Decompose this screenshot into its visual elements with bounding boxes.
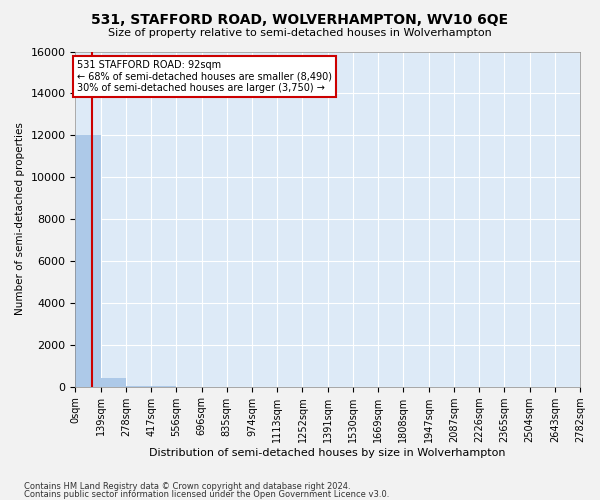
- Text: Contains public sector information licensed under the Open Government Licence v3: Contains public sector information licen…: [24, 490, 389, 499]
- Bar: [101, 378, 126, 386]
- Text: Contains HM Land Registry data © Crown copyright and database right 2024.: Contains HM Land Registry data © Crown c…: [24, 482, 350, 491]
- Text: 531 STAFFORD ROAD: 92sqm
← 68% of semi-detached houses are smaller (8,490)
30% o: 531 STAFFORD ROAD: 92sqm ← 68% of semi-d…: [77, 60, 332, 93]
- Text: Size of property relative to semi-detached houses in Wolverhampton: Size of property relative to semi-detach…: [108, 28, 492, 38]
- Text: 531, STAFFORD ROAD, WOLVERHAMPTON, WV10 6QE: 531, STAFFORD ROAD, WOLVERHAMPTON, WV10 …: [91, 12, 509, 26]
- Y-axis label: Number of semi-detached properties: Number of semi-detached properties: [15, 122, 25, 316]
- Bar: [76, 136, 101, 386]
- X-axis label: Distribution of semi-detached houses by size in Wolverhampton: Distribution of semi-detached houses by …: [149, 448, 506, 458]
